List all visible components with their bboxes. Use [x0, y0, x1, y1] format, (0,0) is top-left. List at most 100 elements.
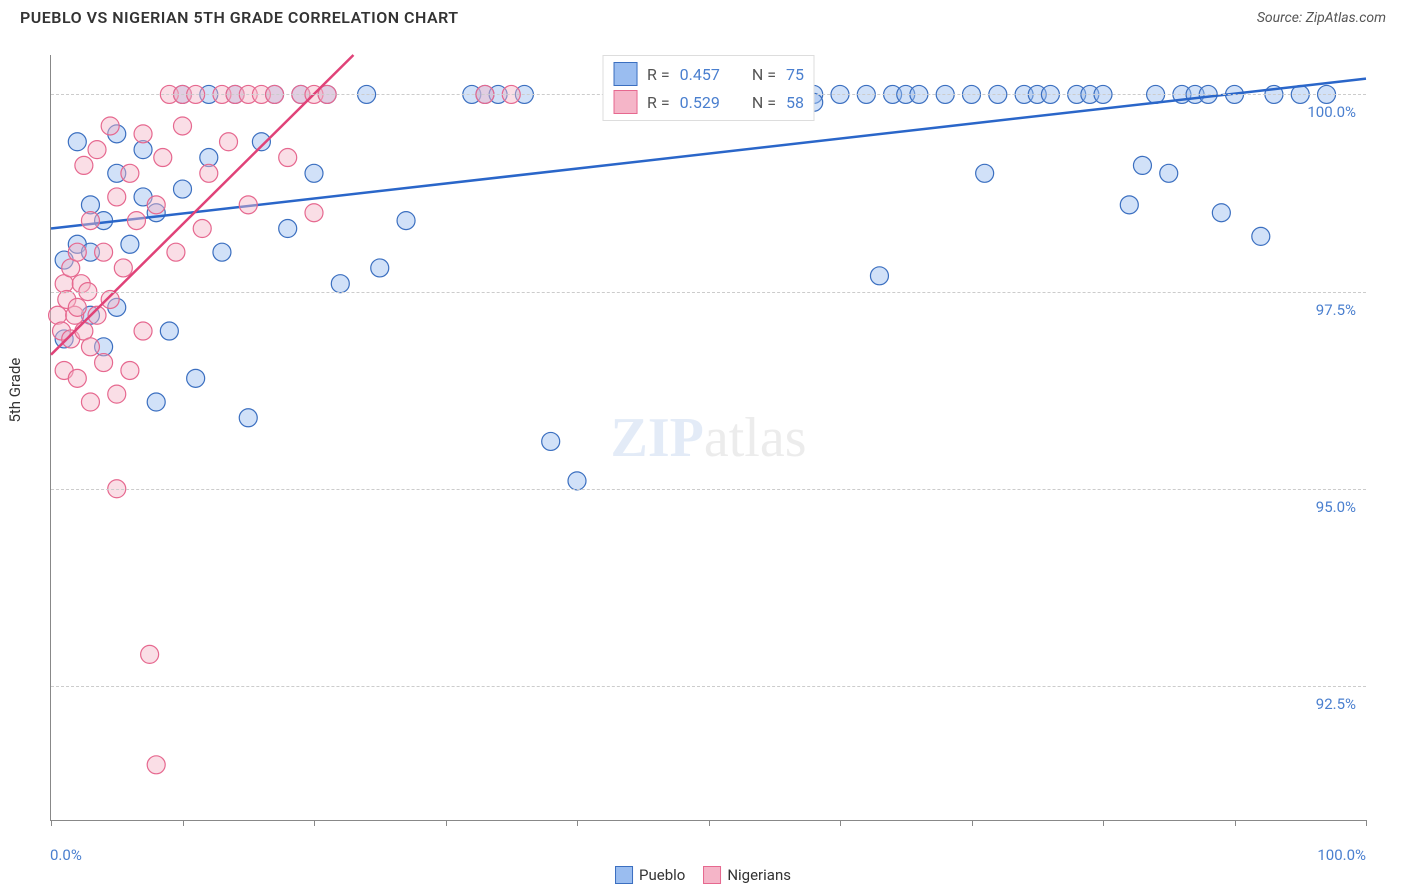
- data-point: [88, 141, 106, 159]
- data-point: [542, 432, 560, 450]
- x-tick: [314, 820, 315, 826]
- y-tick-label: 100.0%: [1307, 103, 1356, 121]
- data-point: [134, 322, 152, 340]
- data-point: [75, 156, 93, 174]
- data-point: [239, 409, 257, 427]
- data-point: [397, 212, 415, 230]
- data-point: [108, 188, 126, 206]
- data-point: [154, 149, 172, 167]
- data-point: [568, 472, 586, 490]
- data-point: [147, 756, 165, 774]
- legend-series: Pueblo Nigerians: [615, 866, 791, 884]
- data-point: [160, 322, 178, 340]
- y-axis-title: 5th Grade: [6, 358, 24, 423]
- x-tick: [183, 820, 184, 826]
- data-point: [81, 393, 99, 411]
- legend-correlation-row: R = 0.529 N = 58: [613, 88, 804, 116]
- legend-correlation-row: R = 0.457 N = 75: [613, 60, 804, 88]
- scatter-svg: [51, 55, 1366, 820]
- data-point: [331, 275, 349, 293]
- data-point: [134, 125, 152, 143]
- data-point: [976, 164, 994, 182]
- legend-swatch: [703, 866, 721, 884]
- legend-series-label: Nigerians: [727, 866, 791, 884]
- gridline: [51, 292, 1366, 293]
- x-tick: [1235, 820, 1236, 826]
- y-tick-label: 95.0%: [1316, 498, 1356, 516]
- data-point: [114, 259, 132, 277]
- source-text: Source: ZipAtlas.com: [1257, 10, 1386, 26]
- data-point: [121, 235, 139, 253]
- legend-series-item: Nigerians: [703, 866, 791, 884]
- data-point: [147, 196, 165, 214]
- x-tick: [840, 820, 841, 826]
- data-point: [95, 243, 113, 261]
- data-point: [213, 243, 231, 261]
- x-tick: [709, 820, 710, 826]
- chart-plot-area: ZIPatlas R = 0.457N = 75R = 0.529N = 58 …: [50, 55, 1366, 821]
- legend-r-label: R =: [647, 93, 670, 112]
- data-point: [1212, 204, 1230, 222]
- legend-n-label: N =: [752, 93, 776, 112]
- legend-n-value: 75: [786, 65, 804, 84]
- legend-n-label: N =: [752, 65, 776, 84]
- y-tick-label: 92.5%: [1316, 695, 1356, 713]
- legend-r-label: R =: [647, 65, 670, 84]
- data-point: [68, 243, 86, 261]
- legend-swatch: [613, 90, 637, 114]
- legend-series-item: Pueblo: [615, 866, 685, 884]
- data-point: [141, 645, 159, 663]
- legend-swatch: [615, 866, 633, 884]
- x-axis-max-label: 100.0%: [1317, 846, 1366, 864]
- x-tick: [51, 820, 52, 826]
- x-tick: [577, 820, 578, 826]
- data-point: [279, 149, 297, 167]
- data-point: [220, 133, 238, 151]
- data-point: [1133, 156, 1151, 174]
- data-point: [305, 164, 323, 182]
- data-point: [147, 393, 165, 411]
- legend-r-value: 0.457: [680, 65, 720, 84]
- data-point: [200, 164, 218, 182]
- data-point: [305, 204, 323, 222]
- data-point: [239, 196, 257, 214]
- gridline: [51, 686, 1366, 687]
- data-point: [193, 220, 211, 238]
- data-point: [49, 306, 67, 324]
- data-point: [167, 243, 185, 261]
- data-point: [187, 369, 205, 387]
- data-point: [870, 267, 888, 285]
- legend-n-value: 58: [786, 93, 804, 112]
- legend-correlation: R = 0.457 N = 75 R = 0.529 N = 58: [602, 55, 815, 121]
- data-point: [279, 220, 297, 238]
- data-point: [174, 180, 192, 198]
- chart-title: PUEBLO VS NIGERIAN 5TH GRADE CORRELATION…: [20, 8, 459, 27]
- gridline: [51, 489, 1366, 490]
- data-point: [1160, 164, 1178, 182]
- data-point: [127, 212, 145, 230]
- x-tick: [972, 820, 973, 826]
- data-point: [121, 164, 139, 182]
- x-tick: [446, 820, 447, 826]
- data-point: [371, 259, 389, 277]
- data-point: [68, 298, 86, 316]
- legend-series-label: Pueblo: [639, 866, 685, 884]
- data-point: [81, 338, 99, 356]
- data-point: [101, 290, 119, 308]
- data-point: [101, 117, 119, 135]
- y-tick-label: 97.5%: [1316, 301, 1356, 319]
- data-point: [81, 212, 99, 230]
- data-point: [68, 133, 86, 151]
- legend-swatch: [613, 62, 637, 86]
- data-point: [68, 369, 86, 387]
- data-point: [174, 117, 192, 135]
- data-point: [252, 133, 270, 151]
- data-point: [95, 354, 113, 372]
- data-point: [121, 361, 139, 379]
- legend-r-value: 0.529: [680, 93, 720, 112]
- x-tick: [1366, 820, 1367, 826]
- x-axis-min-label: 0.0%: [50, 846, 82, 864]
- data-point: [1252, 227, 1270, 245]
- data-point: [1120, 196, 1138, 214]
- x-tick: [1103, 820, 1104, 826]
